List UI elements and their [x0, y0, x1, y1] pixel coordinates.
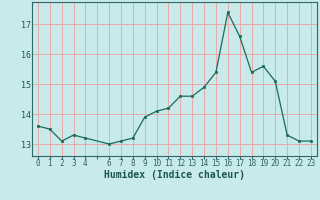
X-axis label: Humidex (Indice chaleur): Humidex (Indice chaleur)	[104, 170, 245, 180]
